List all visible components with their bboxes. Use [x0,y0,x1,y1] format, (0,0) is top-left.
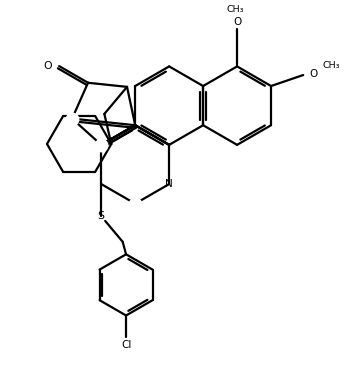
Text: O: O [309,69,318,79]
Text: CH₃: CH₃ [227,5,244,14]
Text: N: N [131,199,139,209]
Text: N: N [97,140,105,150]
Text: CH₃: CH₃ [323,61,340,70]
Text: O: O [43,61,52,71]
Text: N: N [68,114,76,123]
Text: N: N [68,114,76,123]
Text: S: S [98,211,105,221]
Text: N: N [97,140,105,150]
Text: Cl: Cl [121,339,131,350]
Text: N: N [165,179,173,189]
Text: O: O [233,17,241,27]
